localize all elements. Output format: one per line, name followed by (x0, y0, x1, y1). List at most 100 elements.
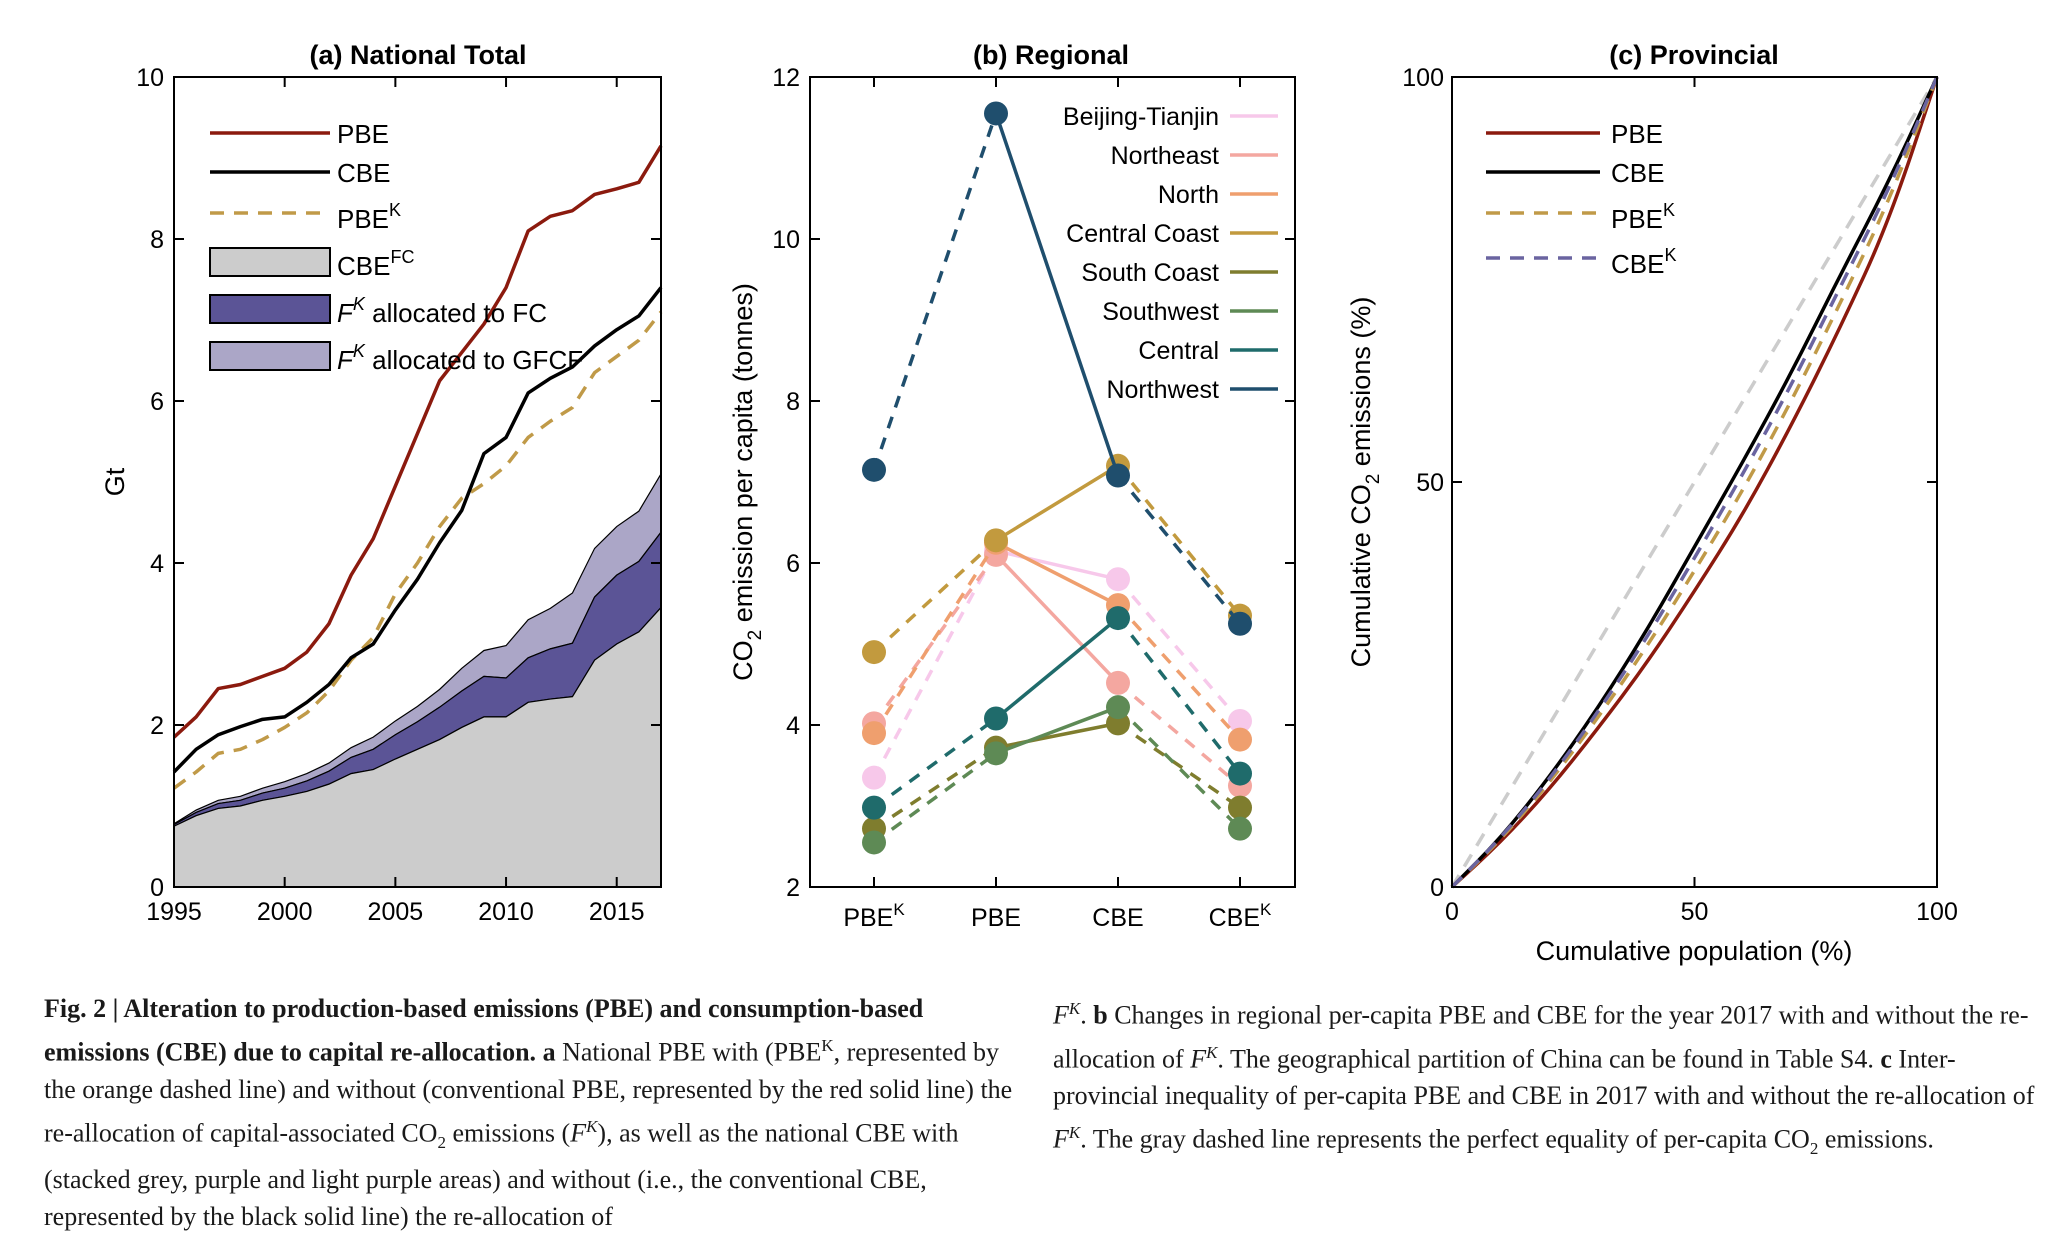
y-tick-label: 50 (1416, 469, 1444, 497)
segment (995, 549, 1119, 581)
legend-cbefc-label: CBEFC (337, 247, 414, 281)
point (1228, 611, 1252, 636)
caption-left: Fig. 2 | Alteration to production-based … (44, 990, 1014, 1235)
segment (872, 751, 998, 844)
segment (872, 539, 998, 654)
point (1106, 606, 1130, 631)
x-tick-label: CBEK (1209, 900, 1272, 932)
panel-c-legend: PBE CBE PBEK CBEK (1486, 119, 1676, 279)
segment (872, 112, 998, 471)
segment (872, 717, 998, 810)
caption-sub: 2 (437, 1132, 446, 1152)
caption-sup: K (1206, 1042, 1218, 1062)
x-tick-label: 2000 (257, 898, 313, 926)
panel-c-plot (1450, 76, 1939, 889)
caption-c-label: c (1880, 1044, 1892, 1074)
panel-b-frame (809, 76, 1296, 888)
segment (994, 553, 1120, 685)
legend-fk-fc-label: FK allocated to FC (337, 294, 547, 328)
point (862, 830, 886, 855)
legend-c-cbek-label: CBEK (1611, 245, 1676, 279)
x-tick-label: 2015 (589, 898, 645, 926)
y-tick-label: 2 (150, 712, 164, 740)
legend-cbe-label: CBE (337, 158, 390, 188)
legend-label: Beijing-Tianjin (1063, 103, 1219, 131)
point (1228, 761, 1252, 786)
segment (995, 721, 1119, 750)
legend-label: North (1158, 181, 1219, 209)
legend-fk-gfcf-label: FK allocated to GFCF (337, 341, 583, 375)
caption-figure-label: Fig. 2 | Alteration to production-based … (44, 994, 924, 1067)
point (1228, 816, 1252, 841)
segment (1117, 721, 1241, 810)
y-tick-label: 4 (786, 712, 800, 740)
point (1106, 463, 1130, 488)
legend-cbefc-swatch (209, 247, 331, 277)
legend-label: Central (1138, 337, 1219, 365)
caption-text: emissions. (1818, 1124, 1934, 1154)
series-southwest (862, 695, 1252, 855)
point (862, 640, 886, 665)
segment (872, 550, 998, 779)
legend-c-cbe-label: CBE (1611, 158, 1664, 188)
caption-a-label: a (542, 1037, 556, 1067)
legend-fk-fc-swatch (209, 294, 331, 324)
panel-a-title: (a) National Total (309, 40, 526, 70)
segment (1116, 603, 1242, 741)
panel-c-xlabel: Cumulative population (%) (1536, 936, 1853, 966)
point (862, 457, 886, 482)
y-tick-label: 6 (786, 550, 800, 578)
panel-c: (c) Provincial 0 50 100 0 50 100 Cumulative p… (1346, 40, 1958, 966)
panel-b-ylabel: CO2 emission per capita (tonnes) (728, 283, 766, 681)
curve-cbek (1450, 76, 1939, 889)
y-tick-label: 2 (786, 874, 800, 902)
segment (995, 541, 1119, 607)
segment (873, 746, 997, 831)
segment (1116, 578, 1242, 723)
curve-equality (1450, 76, 1939, 888)
point (1228, 708, 1252, 733)
panel-b-legend: Beijing-Tianjin Northeast North Central Coa… (1063, 103, 1278, 404)
caption-text: National PBE with (PBE (555, 1037, 822, 1067)
point (1106, 670, 1130, 695)
x-tick-label: 2005 (368, 898, 424, 926)
panel-a-legend: PBE CBE PBEK CBEFC FK allocated to FC FK… (209, 119, 583, 375)
legend-fk-gfcf-swatch (209, 341, 331, 371)
caption-text: . The gray dashed line represents the pe… (1080, 1124, 1810, 1154)
caption-italic: F (1190, 1044, 1207, 1074)
caption-text: . The geographical partition of China ca… (1217, 1044, 1881, 1074)
curve-pbe (1450, 76, 1939, 889)
point (984, 101, 1008, 126)
caption-b-label: b (1093, 1000, 1108, 1030)
segment (1116, 464, 1242, 617)
segment (995, 464, 1119, 542)
point (1228, 727, 1252, 752)
y-tick-label: 0 (1430, 874, 1444, 902)
legend-label: South Coast (1081, 259, 1219, 287)
legend-label: Northeast (1111, 142, 1219, 170)
point (1228, 795, 1252, 820)
y-tick-label: 8 (150, 226, 164, 254)
legend-label: Central Coast (1066, 220, 1219, 248)
legend-c-pbek-label: PBEK (1611, 200, 1675, 234)
segment (1116, 705, 1242, 830)
x-tick-label: PBE (971, 904, 1021, 932)
x-tick-label: 0 (1445, 898, 1459, 926)
panel-b: (b) Regional 2 4 6 8 10 12 PBEK PBE CBE CBEK Beij… (728, 40, 1296, 932)
x-tick-label: 100 (1916, 898, 1958, 926)
panel-a-plot (172, 144, 663, 888)
legend-c-pbe-label: PBE (1611, 119, 1663, 149)
caption-text: , represented by the orange dashed line)… (44, 1037, 1013, 1148)
panel-c-title: (c) Provincial (1609, 40, 1779, 70)
caption-right: FK. b Changes in regional per-capita PBE… (1053, 990, 2043, 1167)
y-tick-label: 10 (772, 226, 800, 254)
legend-label: Southwest (1102, 298, 1219, 326)
segment (1116, 681, 1242, 788)
series-central (862, 606, 1252, 820)
segment (994, 112, 1120, 477)
panel-b-title: (b) Regional (973, 40, 1129, 70)
caption-sup: K (1068, 1123, 1081, 1143)
caption-text: Changes in regional per-capita PBE and C… (1053, 1000, 2029, 1074)
point (862, 721, 886, 746)
